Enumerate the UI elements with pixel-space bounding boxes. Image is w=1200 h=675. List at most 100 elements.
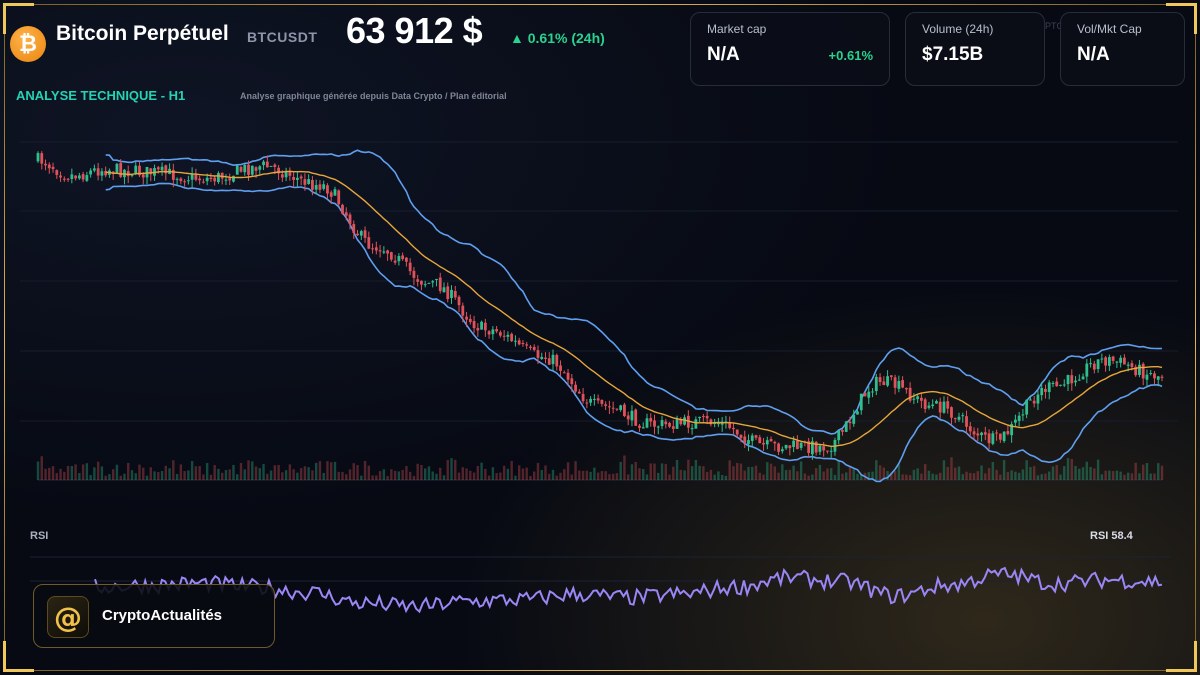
- volume-bar: [469, 470, 472, 480]
- candle-body: [209, 177, 213, 180]
- volume-bar: [555, 475, 558, 480]
- candle-body: [841, 430, 844, 432]
- volume-bar: [942, 460, 946, 480]
- candle-body: [461, 305, 465, 316]
- volume-bar: [330, 462, 333, 480]
- candle-body: [100, 171, 104, 176]
- volume-bar: [111, 469, 115, 480]
- volume-bar: [401, 469, 404, 480]
- volume-bar: [551, 469, 555, 480]
- volume-bar: [179, 464, 183, 480]
- volume-bar: [134, 473, 137, 480]
- candle-body: [36, 153, 40, 162]
- volume-bar: [860, 475, 863, 480]
- section-title: ANALYSE TECHNIQUE - H1: [16, 88, 186, 103]
- volume-bar: [999, 474, 1002, 480]
- candle-body: [1044, 388, 1047, 392]
- candle-body: [559, 365, 562, 371]
- volume-bar: [232, 464, 235, 480]
- candle-body: [1156, 376, 1160, 380]
- candle-body: [1126, 364, 1130, 366]
- volume-bar: [495, 473, 498, 480]
- volume-bar: [1070, 458, 1073, 480]
- candle-body: [623, 404, 626, 417]
- candle-body: [728, 421, 732, 429]
- volume-bar: [70, 465, 74, 480]
- candle-body: [265, 161, 269, 168]
- volume-bar: [611, 473, 615, 480]
- candle-body: [352, 224, 356, 233]
- candle-body: [972, 431, 976, 435]
- volume-bar: [142, 467, 145, 480]
- volume-bar: [845, 472, 848, 480]
- candle-body: [179, 178, 183, 182]
- candle-body: [446, 286, 450, 300]
- candle-body: [1077, 379, 1081, 381]
- volume-bar: [100, 466, 104, 480]
- candle-body: [480, 321, 483, 330]
- volume-bar: [724, 475, 728, 480]
- volume-bar: [1081, 467, 1085, 480]
- candle-body: [874, 376, 878, 392]
- rsi-value-label: RSI 58.4: [1090, 530, 1133, 542]
- volume-bar: [85, 463, 89, 480]
- candle-body: [901, 380, 905, 388]
- candle-body: [826, 450, 829, 452]
- volume-bar: [59, 468, 62, 480]
- candle-body: [284, 170, 288, 178]
- volume-bar: [36, 461, 40, 480]
- volume-bar: [115, 464, 119, 480]
- candle-body: [675, 418, 679, 429]
- candle-body: [701, 416, 705, 418]
- volume-bar: [333, 461, 337, 480]
- candle-body: [953, 418, 957, 420]
- candle-body: [882, 381, 886, 386]
- candle-body: [544, 357, 547, 359]
- volume-bar: [1104, 470, 1107, 480]
- candle-body: [420, 280, 423, 285]
- volume-bar: [1066, 458, 1070, 480]
- candle-body: [1029, 399, 1032, 401]
- candle-body: [769, 439, 773, 442]
- candle-body: [450, 289, 453, 299]
- candle-body: [408, 262, 412, 272]
- volume-bar: [311, 470, 314, 480]
- vol-mkt-cap-card: Vol/Mkt Cap N/A: [1060, 12, 1185, 86]
- volume-bar: [991, 462, 995, 480]
- candle-body: [104, 170, 108, 176]
- candle-body: [574, 384, 577, 392]
- candle-body: [502, 335, 506, 337]
- candle-body: [641, 427, 645, 429]
- candle-body: [1066, 375, 1070, 385]
- volume-bar: [89, 475, 92, 480]
- volume-bar: [848, 466, 852, 480]
- volume-bar: [491, 467, 495, 480]
- volume-bar: [1126, 472, 1130, 480]
- candle-body: [344, 212, 348, 216]
- brand-badge[interactable]: @ CryptoActualités: [33, 584, 275, 648]
- volume-bar: [690, 466, 694, 480]
- volume-bar: [653, 463, 656, 480]
- volume-bar: [837, 460, 840, 480]
- volume-bar: [517, 465, 521, 480]
- volume-bar: [931, 473, 934, 480]
- volume-bar: [1093, 468, 1096, 480]
- frame-left: [4, 4, 5, 671]
- candle-body: [980, 432, 983, 436]
- candle-body: [1032, 400, 1036, 404]
- candle-body: [551, 354, 555, 365]
- candle-body: [269, 165, 273, 167]
- volume-bar: [431, 471, 434, 480]
- volume-bar: [954, 467, 957, 480]
- volume-bar: [1014, 471, 1017, 480]
- candle-body: [1010, 424, 1014, 436]
- volume-bar: [1078, 468, 1081, 480]
- volume-bar: [1130, 473, 1134, 480]
- candle-body: [799, 442, 803, 448]
- candle-body: [337, 190, 341, 205]
- volume-bar: [875, 460, 878, 480]
- volume-bar: [1021, 469, 1025, 480]
- candle-body: [138, 165, 141, 176]
- candle-body: [341, 204, 344, 214]
- candle-body: [194, 174, 198, 180]
